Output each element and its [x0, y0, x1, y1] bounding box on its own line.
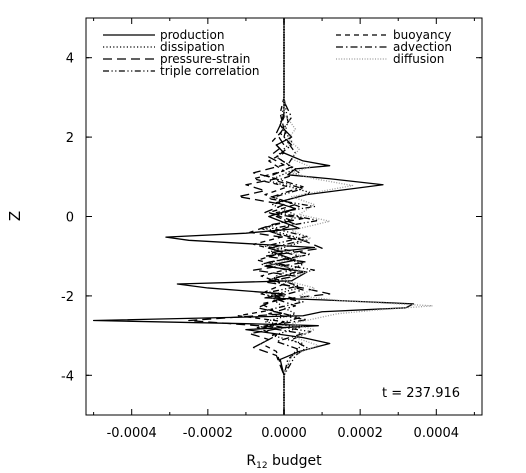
x-axis-label-subscript: 12: [256, 461, 267, 471]
y-tick-label: 0: [66, 211, 74, 226]
series-line-triple-correlation: [260, 18, 319, 415]
y-tick-label: 2: [66, 131, 74, 146]
series-line-diffusion: [271, 18, 434, 415]
x-axis-label: R12 budget: [246, 453, 322, 471]
x-tick-label: 0.0002: [337, 426, 383, 441]
series-layer: [92, 18, 434, 415]
series-line-production: [92, 18, 415, 415]
legend: productiondissipationpressure-straintrip…: [103, 28, 452, 78]
x-tick-label: 0.0004: [414, 426, 460, 441]
x-tick-label: -0.0004: [107, 426, 157, 441]
time-annotation: t = 237.916: [382, 386, 460, 401]
legend-label: buoyancy: [393, 28, 451, 42]
legend-label: production: [160, 28, 224, 42]
x-axis-label-rest: budget: [268, 453, 323, 469]
legend-label: advection: [393, 40, 452, 54]
y-tick-label: 4: [66, 52, 74, 67]
y-tick-label: -4: [61, 369, 74, 384]
x-tick-label: 0.0000: [261, 426, 307, 441]
series-line-advection: [260, 18, 308, 415]
y-axis-label: Z: [6, 211, 24, 221]
series-line-pressure-strain: [188, 18, 331, 415]
y-tick-label: -2: [61, 290, 74, 305]
x-axis-label-main: R: [246, 453, 256, 469]
legend-label: diffusion: [393, 52, 444, 66]
series-line-dissipation: [264, 18, 312, 415]
x-tick-label: -0.0002: [183, 426, 233, 441]
legend-label: pressure-strain: [160, 52, 250, 66]
legend-label: triple correlation: [160, 64, 260, 78]
legend-label: dissipation: [160, 40, 225, 54]
tick-layer: -0.0004 -0.0002 0.0000 0.0002 0.0004 -4 -2 0 2 4: [61, 18, 482, 441]
